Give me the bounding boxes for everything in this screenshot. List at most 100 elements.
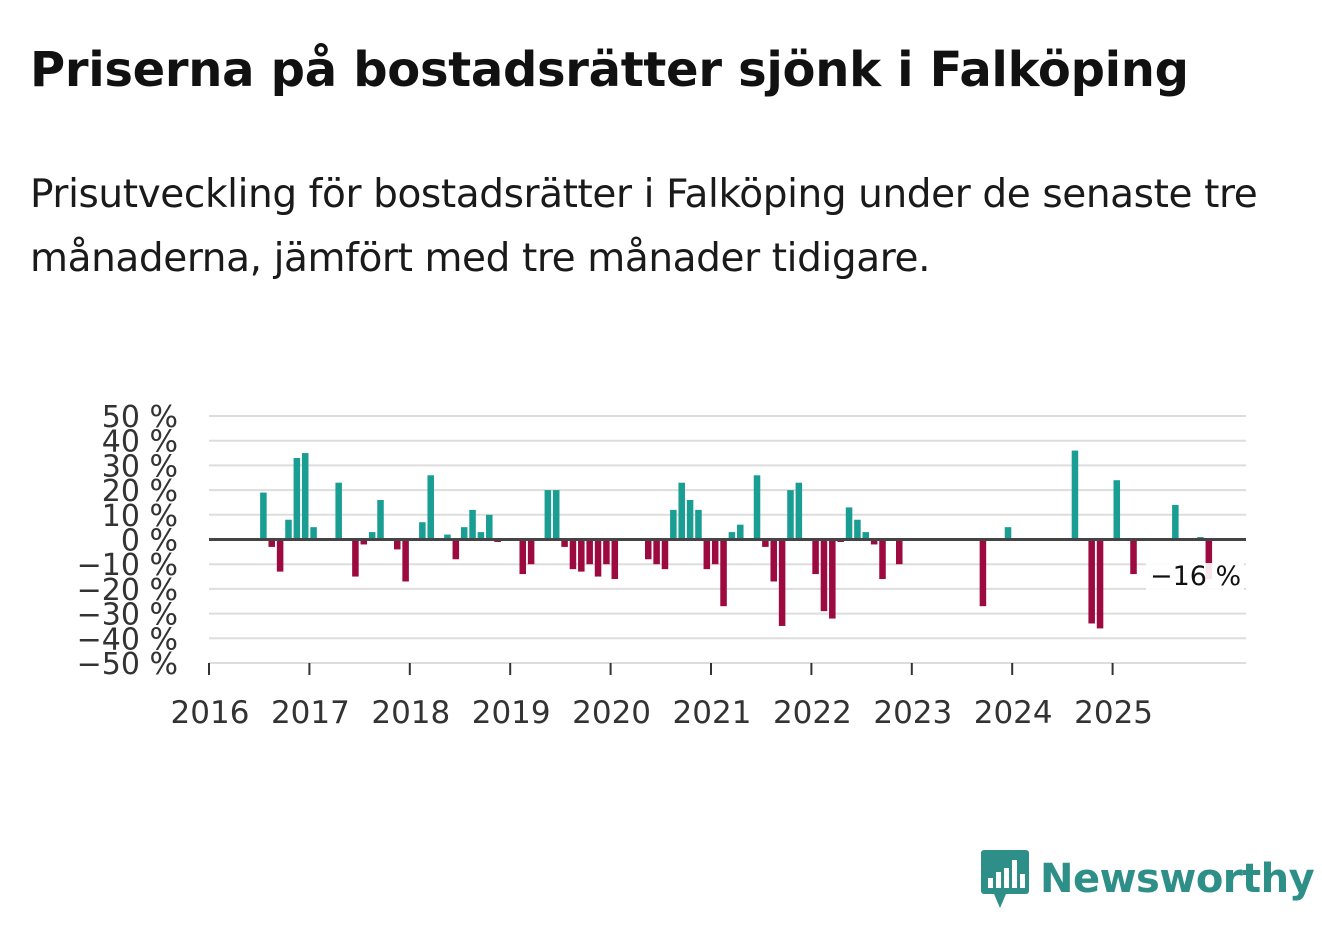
bar bbox=[1205, 539, 1213, 580]
bar bbox=[603, 539, 610, 565]
bar bbox=[452, 539, 460, 560]
bar bbox=[594, 539, 602, 577]
bar-chart: 50 %40 %30 %20 %10 %0 %−10 %−20 %−30 %−4… bbox=[77, 400, 1246, 731]
y-tick-label: 20 % bbox=[102, 474, 178, 509]
bar bbox=[368, 532, 376, 540]
bar bbox=[393, 539, 401, 550]
bar bbox=[678, 482, 685, 540]
bar bbox=[661, 539, 669, 570]
bar bbox=[653, 539, 660, 565]
bar bbox=[335, 482, 342, 540]
bar bbox=[377, 499, 384, 540]
bar bbox=[260, 492, 267, 540]
bar bbox=[670, 509, 677, 540]
bar bbox=[527, 539, 535, 565]
bar bbox=[703, 539, 711, 570]
y-tick-label: 30 % bbox=[102, 449, 178, 484]
x-tick-label: 2018 bbox=[371, 695, 450, 731]
annotation: −16 % bbox=[1146, 561, 1244, 594]
bar bbox=[486, 514, 493, 540]
bar bbox=[778, 539, 786, 626]
bar bbox=[787, 490, 794, 540]
bar bbox=[402, 539, 409, 582]
bar bbox=[1004, 527, 1012, 540]
bar bbox=[552, 490, 560, 540]
bar bbox=[862, 532, 870, 540]
bar bbox=[686, 499, 694, 540]
bar bbox=[879, 539, 886, 580]
y-tick-label: −40 % bbox=[77, 622, 178, 657]
y-tick-label: −50 % bbox=[77, 647, 178, 682]
bar bbox=[895, 539, 903, 565]
x-axis: 2016 2017 2018 2019 2020 2021 2022 2023 2024 2025 bbox=[171, 663, 1153, 731]
x-tick-label: 2022 bbox=[773, 695, 852, 731]
y-tick-label: −30 % bbox=[77, 598, 178, 633]
x-tick-label: 2020 bbox=[572, 695, 651, 731]
bar bbox=[762, 539, 769, 547]
x-tick-label: 2024 bbox=[974, 695, 1053, 731]
bar bbox=[1088, 539, 1095, 624]
bar bbox=[444, 534, 451, 540]
bar bbox=[737, 524, 744, 540]
bar bbox=[561, 539, 568, 547]
bar bbox=[1172, 504, 1179, 540]
bar bbox=[352, 539, 359, 577]
x-tick-label: 2017 bbox=[271, 695, 350, 731]
bar bbox=[578, 539, 585, 572]
y-tick-label: 0 % bbox=[121, 524, 178, 559]
x-tick-label: 2016 bbox=[171, 695, 250, 731]
bar bbox=[469, 509, 476, 540]
bar bbox=[770, 539, 778, 582]
bar bbox=[477, 532, 485, 540]
bar bbox=[845, 507, 853, 540]
bar bbox=[812, 539, 819, 575]
annotation-bg bbox=[1146, 563, 1244, 594]
bar bbox=[820, 539, 828, 612]
bar bbox=[569, 539, 577, 570]
bar bbox=[427, 475, 434, 540]
bar bbox=[1130, 539, 1137, 575]
y-tick-label: 10 % bbox=[102, 499, 178, 534]
newsworthy-logo[interactable]: Newsworthy bbox=[980, 848, 1315, 910]
bar bbox=[1071, 450, 1079, 540]
x-tick-label: 2019 bbox=[472, 695, 551, 731]
bar bbox=[360, 539, 368, 545]
bar bbox=[695, 509, 702, 540]
bar bbox=[753, 475, 761, 540]
bar bbox=[268, 539, 276, 547]
bar bbox=[644, 539, 652, 560]
x-tick-label: 2023 bbox=[873, 695, 952, 731]
bars bbox=[209, 450, 1246, 629]
bar bbox=[544, 490, 552, 540]
bar bbox=[829, 539, 836, 619]
brand-name: Newsworthy bbox=[1040, 856, 1315, 902]
chart-title: Priserna på bostadsrätter sjönk i Falköp… bbox=[30, 42, 1189, 98]
x-tick-label: 2021 bbox=[673, 695, 752, 731]
bar bbox=[301, 453, 309, 540]
bar bbox=[1096, 539, 1104, 629]
bar bbox=[795, 482, 803, 540]
bar bbox=[1113, 480, 1121, 540]
y-tick-label: 50 % bbox=[102, 400, 178, 435]
bar bbox=[460, 527, 468, 540]
bar bbox=[870, 539, 878, 545]
bar bbox=[276, 539, 284, 572]
y-tick-label: −20 % bbox=[77, 573, 178, 608]
bar bbox=[611, 539, 619, 580]
bar bbox=[854, 519, 861, 540]
y-axis-labels: 50 %40 %30 %20 %10 %0 %−10 %−20 %−30 %−4… bbox=[77, 400, 178, 682]
bar bbox=[711, 539, 719, 565]
bar bbox=[720, 539, 727, 607]
bar bbox=[310, 527, 317, 540]
bar bbox=[979, 539, 987, 607]
bar bbox=[293, 457, 301, 540]
chart-subtitle: Prisutveckling för bostadsrätter i Falkö… bbox=[30, 172, 1258, 281]
bar bbox=[519, 539, 527, 575]
bar bbox=[728, 532, 736, 540]
x-tick-label: 2025 bbox=[1074, 695, 1153, 731]
y-tick-label: −10 % bbox=[77, 548, 178, 583]
bar bbox=[419, 522, 426, 540]
newsworthy-logo-icon bbox=[981, 850, 1029, 908]
annotation-label: −16 % bbox=[1150, 561, 1241, 592]
bar bbox=[285, 519, 292, 540]
